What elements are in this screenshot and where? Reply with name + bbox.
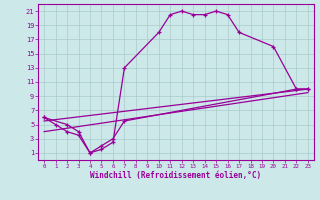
X-axis label: Windchill (Refroidissement éolien,°C): Windchill (Refroidissement éolien,°C) <box>91 171 261 180</box>
